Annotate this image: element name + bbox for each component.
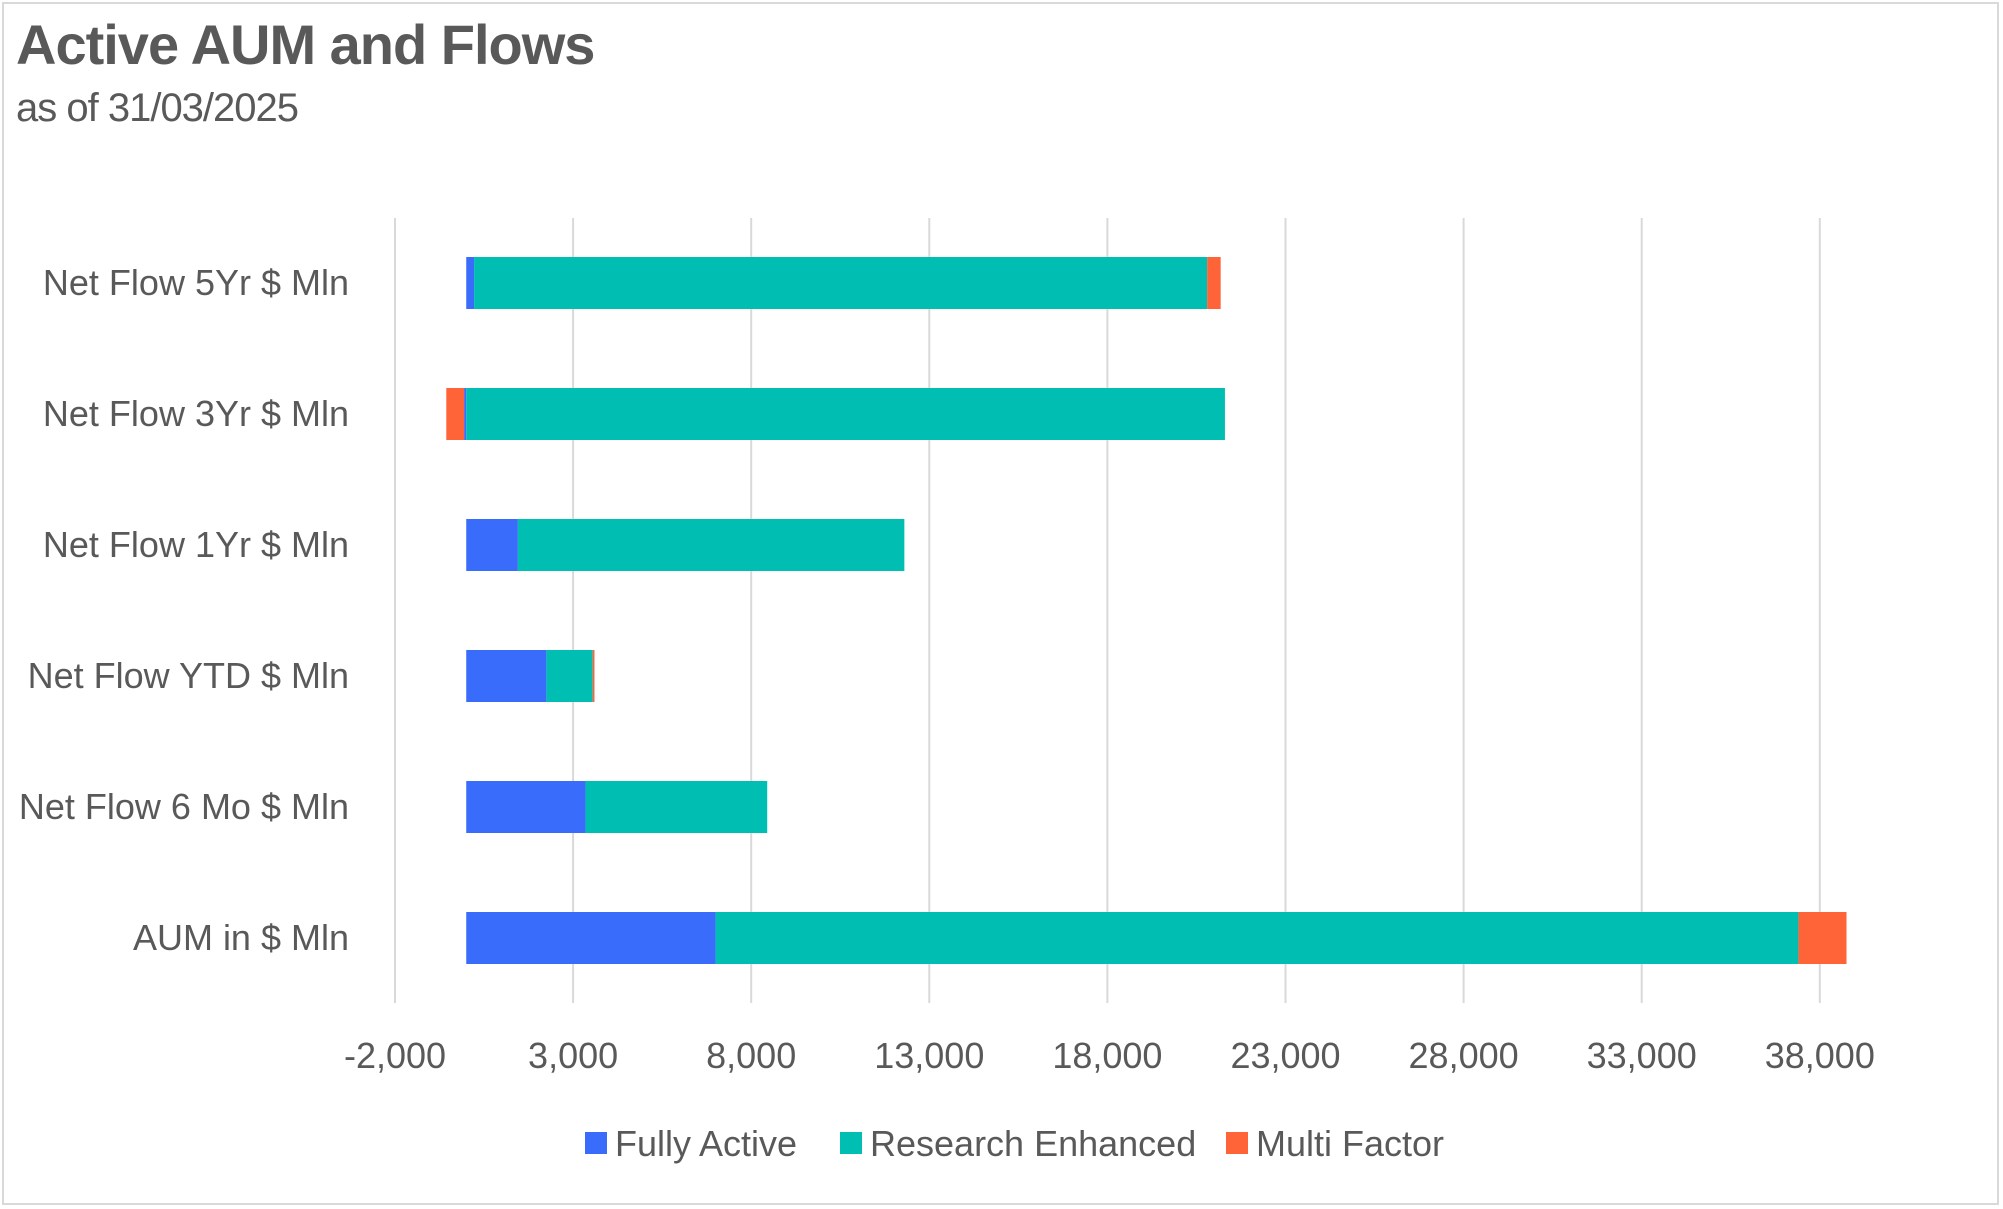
legend: Fully Active Research Enhanced Multi Facto… <box>585 1123 1444 1164</box>
chart-title: Active AUM and Flows <box>16 13 595 76</box>
bar-research-enhanced <box>715 912 1799 964</box>
x-tick-label: 23,000 <box>1230 1035 1340 1076</box>
bar-research-enhanced <box>546 650 593 702</box>
category-label: Net Flow 5Yr $ Mln <box>43 262 349 303</box>
legend-item-research-enhanced: Research Enhanced <box>840 1123 1196 1164</box>
legend-swatch <box>840 1132 862 1154</box>
bar-fully-active <box>466 519 518 571</box>
bar-research-enhanced <box>474 257 1208 309</box>
category-label: Net Flow YTD $ Mln <box>28 655 349 696</box>
category-label: AUM in $ Mln <box>133 917 349 958</box>
x-tick-label: 3,000 <box>528 1035 618 1076</box>
x-tick-label: 33,000 <box>1587 1035 1697 1076</box>
bar-multi-factor <box>592 650 595 702</box>
legend-label: Multi Factor <box>1256 1123 1444 1164</box>
bar-fully-active <box>464 388 467 440</box>
category-label: Net Flow 6 Mo $ Mln <box>19 786 349 827</box>
legend-label: Research Enhanced <box>870 1123 1196 1164</box>
x-tick-label: 28,000 <box>1409 1035 1519 1076</box>
bar-fully-active <box>466 781 586 833</box>
x-tick-label: 13,000 <box>874 1035 984 1076</box>
bar-multi-factor <box>1798 912 1847 964</box>
legend-label: Fully Active <box>615 1123 797 1164</box>
bar-multi-factor <box>1207 257 1221 309</box>
legend-swatch <box>585 1132 607 1154</box>
category-labels: Net Flow 5Yr $ Mln Net Flow 3Yr $ Mln Net … <box>19 262 349 958</box>
bar-fully-active <box>466 257 475 309</box>
legend-item-fully-active: Fully Active <box>585 1123 797 1164</box>
chart-subtitle: as of 31/03/2025 <box>16 86 299 130</box>
gridlines <box>394 218 1821 1003</box>
bar-research-enhanced <box>517 519 905 571</box>
bar-fully-active <box>466 650 547 702</box>
category-label: Net Flow 1Yr $ Mln <box>43 524 349 565</box>
x-tick-label: 8,000 <box>706 1035 796 1076</box>
legend-swatch <box>1226 1132 1248 1154</box>
bar-fully-active <box>466 912 716 964</box>
category-label: Net Flow 3Yr $ Mln <box>43 393 349 434</box>
bar-research-enhanced <box>466 388 1225 440</box>
x-tick-labels: -2,000 3,000 8,000 13,000 18,000 23,000 28,000… <box>344 1035 1875 1076</box>
x-tick-label: 38,000 <box>1765 1035 1875 1076</box>
bar-multi-factor <box>446 388 465 440</box>
x-tick-label: 18,000 <box>1052 1035 1162 1076</box>
bars <box>446 257 1847 964</box>
legend-item-multi-factor: Multi Factor <box>1226 1123 1444 1164</box>
x-tick-label: -2,000 <box>344 1035 446 1076</box>
bar-research-enhanced <box>585 781 768 833</box>
